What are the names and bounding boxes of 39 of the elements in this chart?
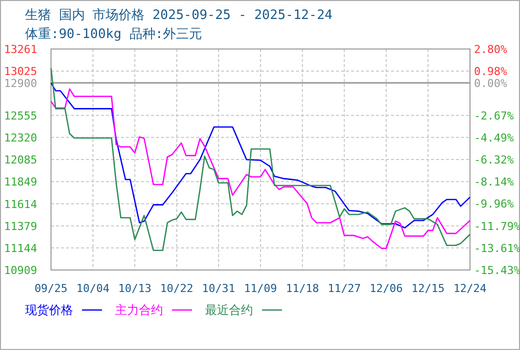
legend-label: 主力合约 xyxy=(115,303,163,317)
chart-subtitle: 体重:90-100kg 品种:外三元 xyxy=(25,27,202,42)
y-tick-label: 13025 xyxy=(4,65,38,78)
y2-tick-label: -2.67% xyxy=(474,109,514,122)
y-tick-label: 11614 xyxy=(4,198,38,211)
x-tick-label: 12/24 xyxy=(453,282,487,295)
line-series xyxy=(50,82,471,228)
y2-tick-label: -11.79% xyxy=(474,220,520,233)
y-tick-label: 12555 xyxy=(4,109,38,122)
x-tick-label: 10/04 xyxy=(76,282,110,295)
y2-tick-label: 0.00% xyxy=(474,76,508,90)
y-tick-label: 11849 xyxy=(4,176,38,189)
y2-tick-label: -13.61% xyxy=(474,242,520,255)
y2-tick-label: 0.98% xyxy=(474,65,508,78)
y-tick-label: 12900 xyxy=(4,76,38,90)
x-tick-label: 10/22 xyxy=(160,282,194,295)
y-tick-label: 10909 xyxy=(4,264,38,277)
x-tick-label: 11/09 xyxy=(244,282,278,295)
x-tick-label: 11/18 xyxy=(286,282,319,295)
x-tick-label: 10/31 xyxy=(202,282,236,295)
x-tick-label: 12/15 xyxy=(412,282,445,295)
y-tick-label: 11144 xyxy=(4,242,38,255)
y-tick-label: 13261 xyxy=(4,43,38,56)
y2-tick-label: -15.43% xyxy=(474,264,520,277)
x-tick-label: 11/27 xyxy=(328,282,361,295)
y2-tick-label: 2.80% xyxy=(474,43,508,56)
y2-tick-label: -9.96% xyxy=(474,198,514,211)
y2-tick-label: -4.49% xyxy=(474,131,514,144)
y-tick-label: 12085 xyxy=(4,154,38,166)
y2-tick-label: -6.32% xyxy=(474,154,514,167)
legend-label: 现货价格 xyxy=(25,303,73,317)
x-tick-label: 12/06 xyxy=(370,282,403,295)
x-tick-label: 09/25 xyxy=(34,282,68,295)
x-tick-label: 10/13 xyxy=(118,282,152,295)
y-tick-label: 12320 xyxy=(4,131,38,144)
y2-tick-label: -8.14% xyxy=(474,176,514,189)
legend-label: 最近合约 xyxy=(205,303,253,317)
y-tick-label: 11379 xyxy=(4,220,38,233)
chart-title: 生猪 国内 市场价格 2025-09-25 - 2025-12-24 xyxy=(25,8,333,23)
